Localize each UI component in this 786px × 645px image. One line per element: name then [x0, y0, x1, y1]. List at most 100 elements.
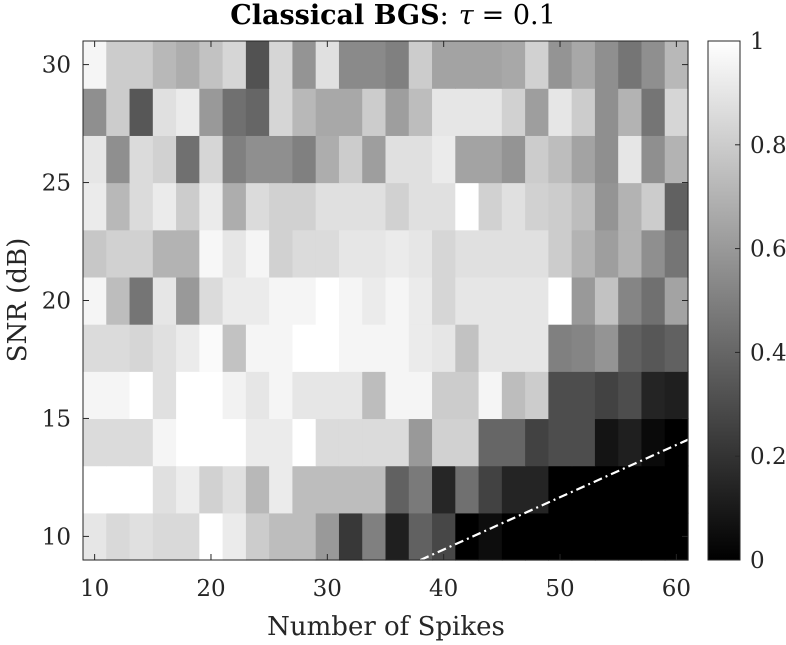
heatmap-cell	[594, 88, 619, 136]
heatmap-cell	[594, 182, 619, 231]
heatmap-cell	[152, 418, 177, 467]
heatmap-cell	[129, 512, 154, 561]
heatmap-cell	[571, 276, 596, 325]
heatmap-cell	[641, 88, 666, 136]
heatmap-cell	[385, 371, 410, 420]
heatmap-cell	[432, 229, 456, 278]
heatmap-cell	[432, 512, 456, 561]
heatmap-cell	[478, 465, 503, 514]
heatmap-cell	[664, 512, 689, 561]
heatmap-cell	[385, 512, 410, 561]
heatmap-cell	[176, 512, 200, 561]
heatmap-cell	[129, 324, 154, 372]
heatmap-cell	[594, 41, 619, 89]
heatmap-cell	[106, 229, 131, 278]
heatmap-cell	[292, 229, 317, 278]
heatmap-cell	[315, 371, 340, 420]
heatmap-cell	[338, 276, 363, 325]
heatmap-cell	[245, 41, 270, 89]
heatmap-cell	[525, 324, 549, 372]
chart-title: Classical BGS: τ = 0.1	[230, 0, 556, 31]
heatmap-cell	[269, 465, 294, 514]
heatmap-cell	[478, 182, 503, 231]
heatmap-cell	[571, 229, 596, 278]
heatmap-cell	[362, 88, 387, 136]
heatmap-cell	[594, 229, 619, 278]
heatmap-cell	[292, 135, 317, 184]
heatmap-cell	[83, 371, 107, 420]
heatmap-cell	[176, 135, 200, 184]
heatmap-cell	[222, 41, 247, 89]
colorbar-tick-label: 0	[750, 548, 765, 574]
heatmap-cell	[432, 182, 456, 231]
colorbar-tick-label: 0.6	[750, 237, 786, 263]
heatmap-cell	[176, 276, 200, 325]
y-tick-label: 30	[42, 53, 71, 79]
heatmap-cell	[594, 135, 619, 184]
heatmap-cell	[83, 41, 107, 89]
heatmap-cell	[83, 135, 107, 184]
heatmap-cell	[222, 229, 247, 278]
heatmap-cell	[222, 465, 247, 514]
heatmap-cell	[152, 182, 177, 231]
heatmap-cell	[641, 324, 666, 372]
heatmap-cell	[152, 324, 177, 372]
heatmap-cell	[362, 276, 387, 325]
heatmap-cell	[455, 88, 480, 136]
heatmap-cell	[338, 229, 363, 278]
heatmap-cell	[199, 418, 224, 467]
heatmap-cell	[548, 512, 573, 561]
heatmap-cell	[618, 182, 643, 231]
heatmap-cell	[269, 276, 294, 325]
heatmap-cell	[269, 229, 294, 278]
heatmap-cell	[525, 465, 549, 514]
heatmap-cell	[222, 182, 247, 231]
heatmap-cell	[222, 88, 247, 136]
heatmap-cell	[594, 276, 619, 325]
heatmap-cell	[83, 88, 107, 136]
colorbar-tick-label: 1	[750, 29, 765, 55]
heatmap-cell	[315, 135, 340, 184]
heatmap-cell	[408, 41, 433, 89]
heatmap-cell	[199, 88, 224, 136]
heatmap-cell	[106, 418, 131, 467]
heatmap-cell	[362, 324, 387, 372]
heatmap-cell	[664, 88, 689, 136]
heatmap-cell	[594, 324, 619, 372]
heatmap-cell	[315, 229, 340, 278]
heatmap-cell	[199, 229, 224, 278]
heatmap-cell	[664, 465, 689, 514]
heatmap-cell	[571, 371, 596, 420]
y-tick-label: 15	[42, 406, 71, 432]
heatmap-cell	[222, 371, 247, 420]
heatmap-cell	[594, 512, 619, 561]
heatmap-cell	[245, 276, 270, 325]
heatmap-cell	[432, 371, 456, 420]
chart-title-colon: :	[440, 0, 449, 31]
heatmap-cell	[571, 182, 596, 231]
heatmap-cell	[222, 418, 247, 467]
heatmap-cell	[548, 371, 573, 420]
heatmap-cell	[315, 88, 340, 136]
heatmap-cell	[362, 229, 387, 278]
heatmap-cell	[548, 88, 573, 136]
heatmap-cell	[571, 465, 596, 514]
heatmap-cell	[83, 229, 107, 278]
heatmap-cell	[432, 135, 456, 184]
heatmap-cell	[245, 229, 270, 278]
heatmap-cell	[618, 324, 643, 372]
heatmap-cell	[525, 512, 549, 561]
heatmap-cell	[152, 465, 177, 514]
heatmap-cell	[618, 88, 643, 136]
heatmap-cell	[269, 324, 294, 372]
heatmap-cell	[408, 88, 433, 136]
heatmap-cell	[571, 41, 596, 89]
heatmap-cell	[664, 324, 689, 372]
heatmap-cell	[385, 135, 410, 184]
x-tick-label: 60	[662, 576, 691, 602]
heatmap-cell	[269, 41, 294, 89]
heatmap-cell	[152, 88, 177, 136]
heatmap-cell	[245, 182, 270, 231]
heatmap-cell	[315, 41, 340, 89]
heatmap-cell	[478, 276, 503, 325]
